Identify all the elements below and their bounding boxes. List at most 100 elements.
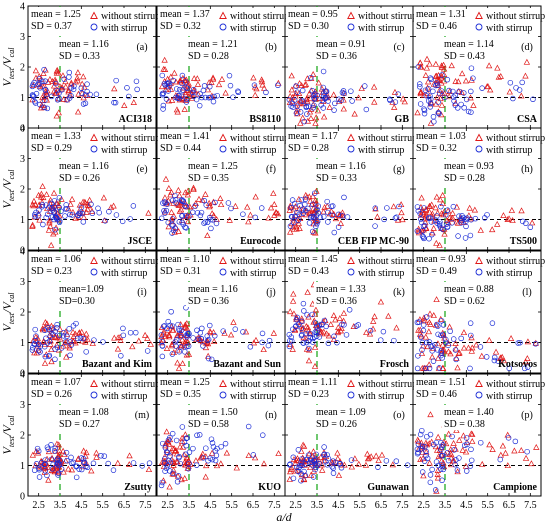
point-without-stirrup <box>426 459 433 466</box>
point-with-stirrup <box>324 462 331 468</box>
legend-bg <box>345 8 411 32</box>
point-without-stirrup <box>452 445 459 452</box>
point-with-stirrup <box>414 365 421 372</box>
point-without-stirrup <box>500 212 507 218</box>
x-tick-label: 5.5 <box>353 500 366 511</box>
point-without-stirrup <box>323 330 330 337</box>
point-without-stirrup <box>470 101 477 108</box>
point-without-stirrup <box>426 310 434 317</box>
point-with-stirrup <box>44 444 51 450</box>
point-with-stirrup <box>46 204 52 211</box>
point-with-stirrup <box>483 354 490 360</box>
point-with-stirrup <box>30 92 36 99</box>
panel-tag: (g) <box>393 164 405 175</box>
point-without-stirrup <box>447 449 454 456</box>
point-with-stirrup <box>419 443 426 450</box>
point-without-stirrup <box>364 455 372 462</box>
code-label: Campione <box>493 482 537 493</box>
point-without-stirrup <box>375 457 382 464</box>
point-with-stirrup <box>420 327 427 334</box>
point-with-stirrup <box>442 94 448 101</box>
point-with-stirrup <box>428 343 434 350</box>
point-with-stirrup <box>71 83 77 89</box>
point-with-stirrup <box>31 93 37 100</box>
point-with-stirrup <box>450 88 456 95</box>
point-without-stirrup <box>532 339 540 346</box>
stats-bg <box>158 7 204 32</box>
point-with-stirrup <box>250 452 257 458</box>
point-with-stirrup <box>162 456 168 462</box>
point-with-stirrup <box>524 364 531 370</box>
sd-with-stirrup: SD = 0.36 <box>188 296 229 307</box>
point-with-stirrup <box>313 212 320 218</box>
point-without-stirrup <box>117 337 124 344</box>
point-with-stirrup <box>169 430 176 437</box>
sd-without-stirrup: SD = 0.44 <box>160 143 201 154</box>
point-with-stirrup <box>190 93 197 100</box>
legend-bg <box>88 8 154 32</box>
point-without-stirrup <box>114 459 121 466</box>
point-without-stirrup <box>289 93 296 100</box>
point-without-stirrup <box>176 443 184 450</box>
x-tick-label: 3.5 <box>54 500 67 511</box>
point-with-stirrup <box>418 445 425 452</box>
point-without-stirrup <box>414 109 421 116</box>
point-with-stirrup <box>206 94 212 101</box>
point-without-stirrup <box>438 72 445 79</box>
point-without-stirrup <box>68 79 75 86</box>
point-with-stirrup <box>225 200 232 206</box>
point-with-stirrup <box>174 479 181 485</box>
point-without-stirrup <box>287 202 294 209</box>
point-without-stirrup <box>202 462 210 469</box>
point-with-stirrup <box>321 213 327 220</box>
point-without-stirrup <box>320 113 328 120</box>
point-with-stirrup <box>298 332 305 339</box>
point-without-stirrup <box>297 98 305 105</box>
point-with-stirrup <box>40 221 46 228</box>
point-with-stirrup <box>300 210 306 216</box>
point-with-stirrup <box>89 210 96 217</box>
legend-triangle-icon <box>475 379 483 387</box>
point-with-stirrup <box>182 349 188 355</box>
point-without-stirrup <box>524 355 531 361</box>
point-without-stirrup <box>292 467 300 474</box>
point-without-stirrup <box>423 64 431 71</box>
point-without-stirrup <box>198 453 206 460</box>
point-without-stirrup <box>267 204 275 211</box>
point-without-stirrup <box>448 62 455 69</box>
point-with-stirrup <box>340 88 347 94</box>
point-with-stirrup <box>290 104 296 110</box>
point-with-stirrup <box>313 223 319 230</box>
legend-without-stirrup: without stirrup <box>230 11 289 22</box>
point-with-stirrup <box>170 77 177 84</box>
point-with-stirrup <box>318 102 324 108</box>
point-with-stirrup <box>44 472 50 479</box>
point-with-stirrup <box>392 99 399 105</box>
point-with-stirrup <box>313 457 319 463</box>
point-with-stirrup <box>198 336 205 342</box>
point-without-stirrup <box>432 60 440 67</box>
point-with-stirrup <box>297 462 303 469</box>
point-without-stirrup <box>217 195 224 201</box>
point-with-stirrup <box>63 202 69 208</box>
point-without-stirrup <box>80 447 87 454</box>
point-with-stirrup <box>130 203 137 209</box>
point-with-stirrup <box>265 342 272 349</box>
point-without-stirrup <box>468 430 475 437</box>
y-axis-label: Vtest/Vcal <box>0 415 16 455</box>
point-with-stirrup <box>458 215 464 222</box>
point-without-stirrup <box>335 324 342 331</box>
point-with-stirrup <box>179 424 186 430</box>
point-with-stirrup <box>432 487 439 493</box>
point-without-stirrup <box>487 86 494 93</box>
point-without-stirrup <box>286 92 294 99</box>
point-with-stirrup <box>205 355 212 362</box>
code-label: Frosch <box>380 359 410 370</box>
point-with-stirrup <box>213 452 220 459</box>
